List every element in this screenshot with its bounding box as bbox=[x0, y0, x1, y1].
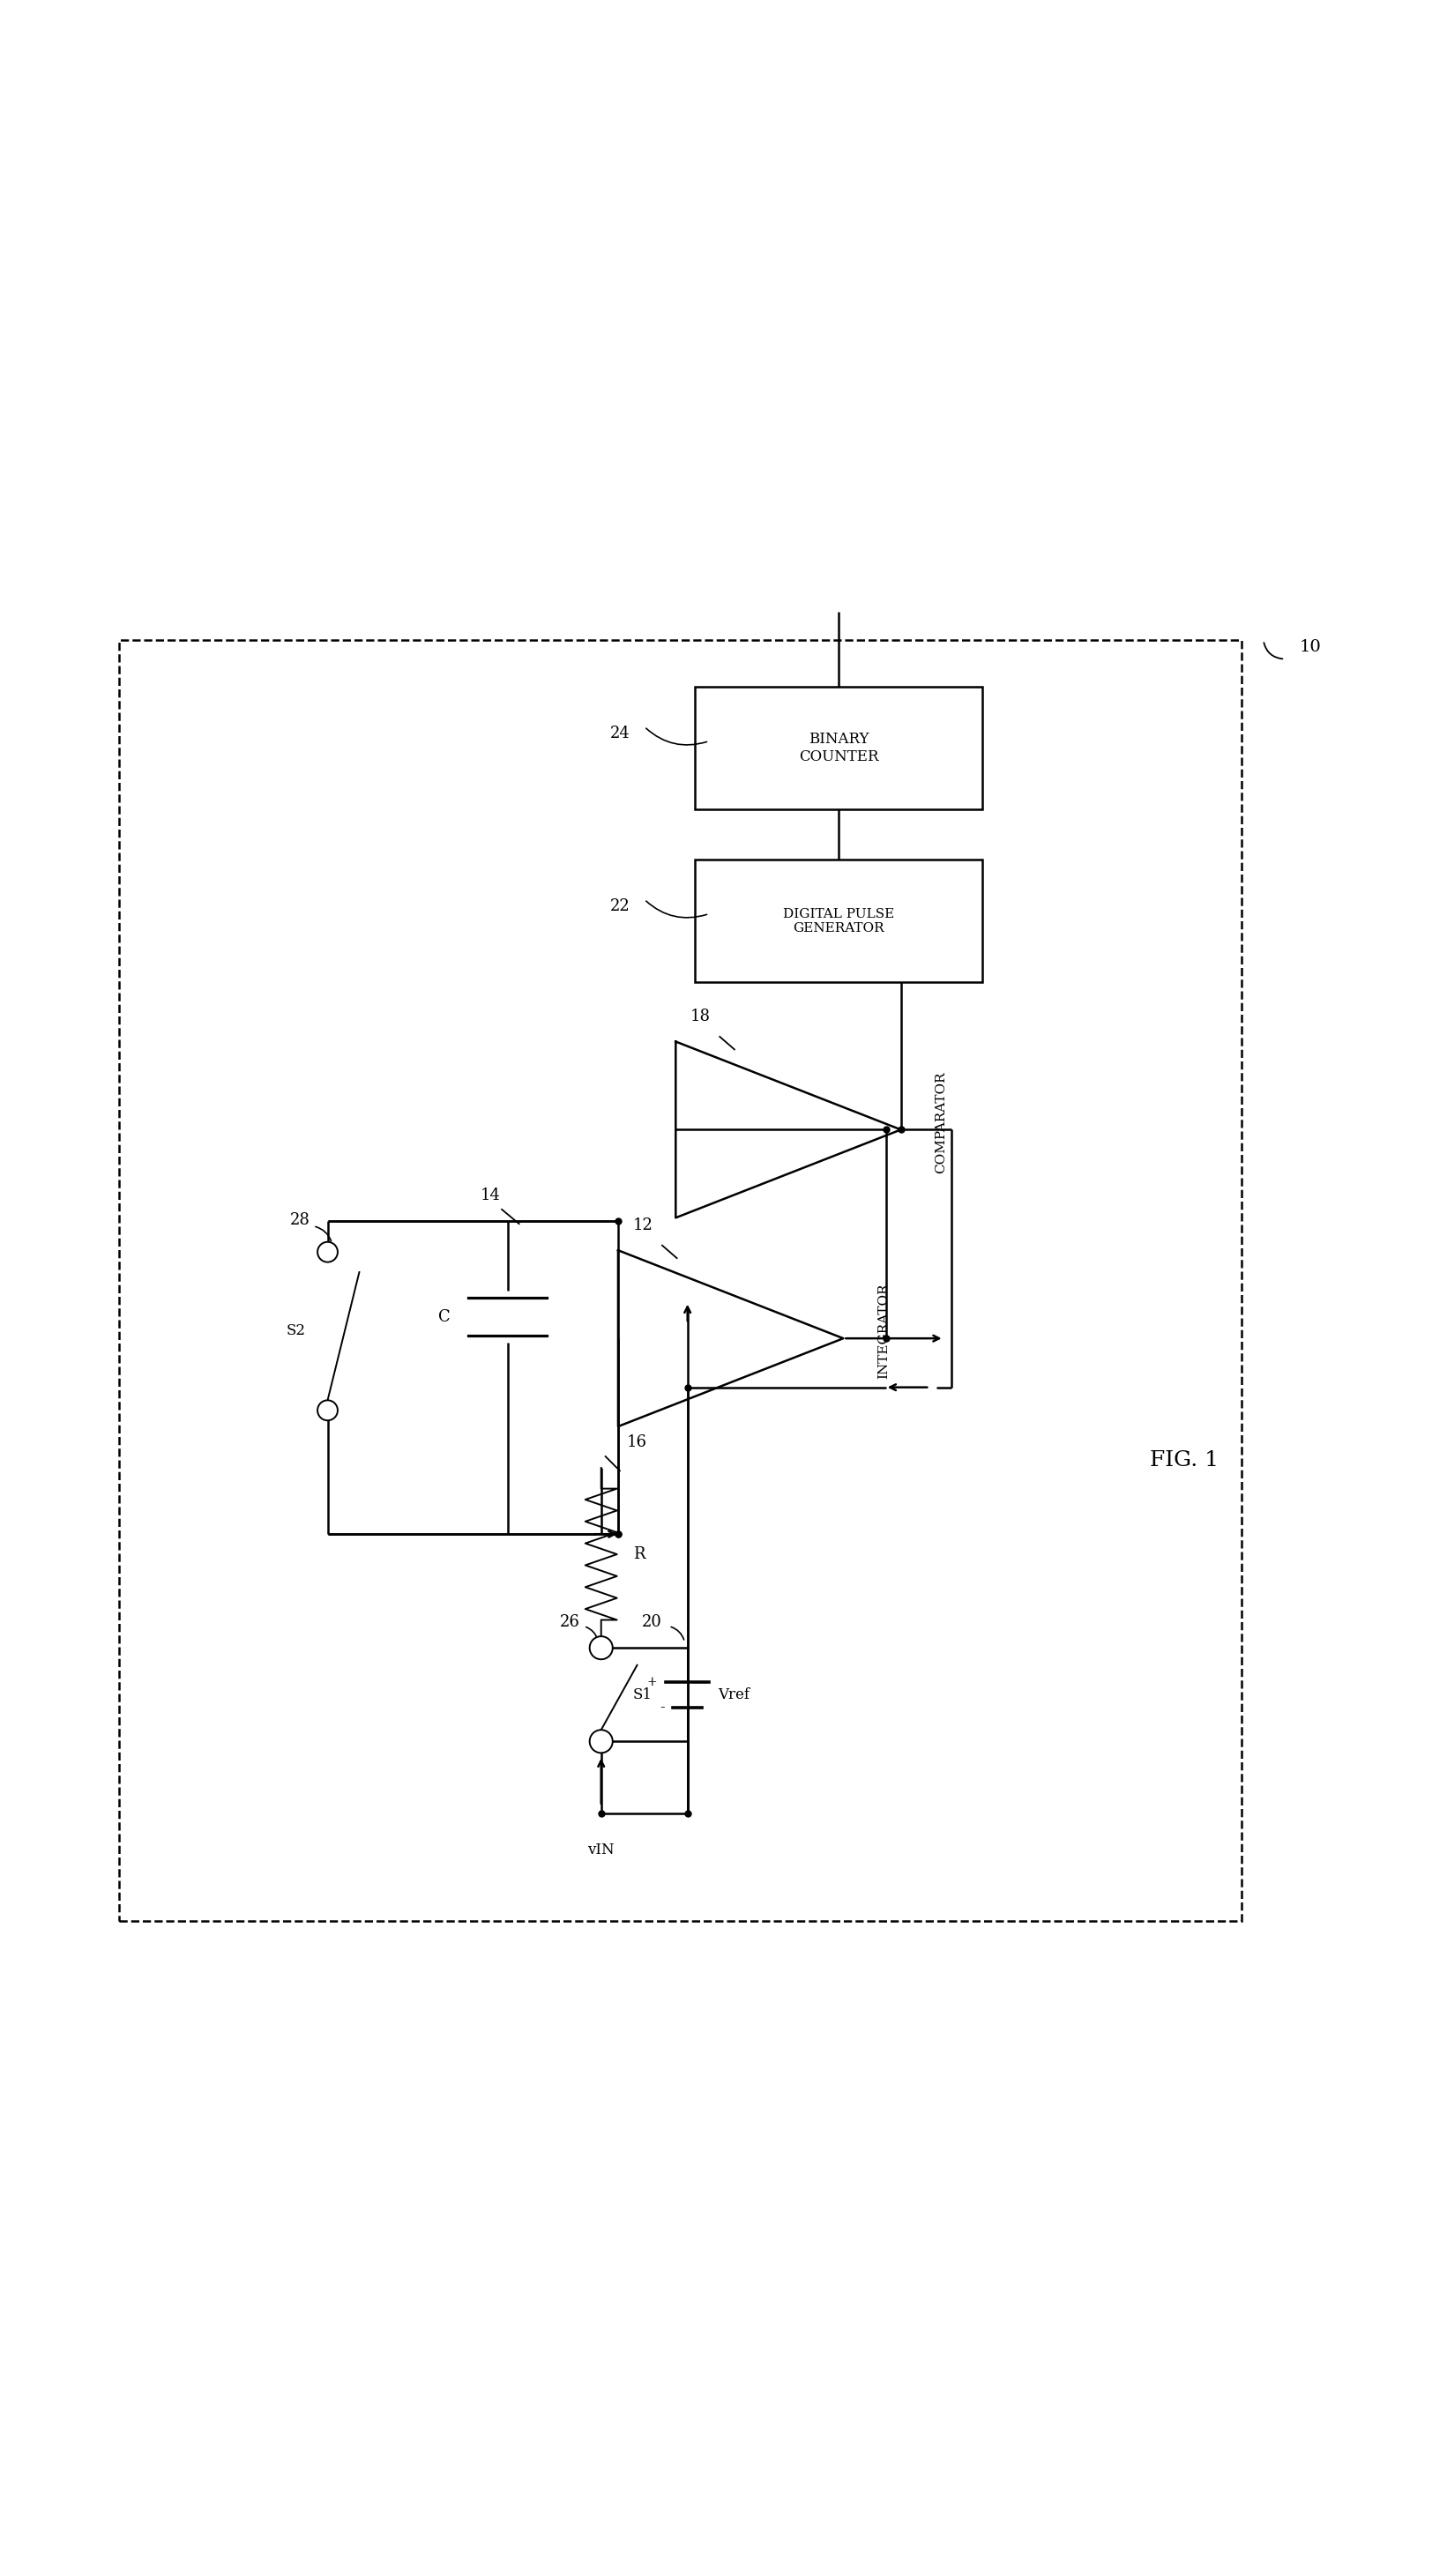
Circle shape bbox=[589, 1636, 612, 1659]
Text: C: C bbox=[438, 1309, 450, 1324]
Text: 20: 20 bbox=[641, 1615, 661, 1631]
Text: FIG. 1: FIG. 1 bbox=[1150, 1450, 1218, 1471]
Text: INTEGRATOR: INTEGRATOR bbox=[877, 1283, 890, 1378]
Bar bbox=[695, 688, 983, 809]
Text: -: - bbox=[660, 1700, 664, 1716]
Text: DIGITAL PULSE
GENERATOR: DIGITAL PULSE GENERATOR bbox=[783, 907, 894, 935]
Text: 14: 14 bbox=[480, 1188, 501, 1203]
Text: 24: 24 bbox=[609, 726, 629, 742]
Text: S2: S2 bbox=[287, 1324, 305, 1340]
Text: 28: 28 bbox=[291, 1213, 310, 1229]
Text: 26: 26 bbox=[560, 1615, 580, 1631]
Text: 16: 16 bbox=[627, 1435, 647, 1450]
Text: BINARY
COUNTER: BINARY COUNTER bbox=[799, 732, 878, 765]
Circle shape bbox=[589, 1731, 612, 1752]
Bar bbox=[695, 860, 983, 981]
Text: vIN: vIN bbox=[587, 1842, 615, 1857]
Bar bbox=[119, 641, 1242, 1922]
Text: Vref: Vref bbox=[718, 1687, 750, 1703]
Text: 18: 18 bbox=[690, 1010, 710, 1025]
Circle shape bbox=[317, 1242, 337, 1262]
Text: 10: 10 bbox=[1299, 639, 1321, 654]
Text: S1: S1 bbox=[632, 1687, 653, 1703]
Circle shape bbox=[317, 1401, 337, 1419]
Text: R: R bbox=[632, 1546, 645, 1561]
Text: 22: 22 bbox=[609, 899, 629, 914]
Text: +: + bbox=[647, 1674, 657, 1687]
Text: 12: 12 bbox=[632, 1218, 653, 1234]
Text: COMPARATOR: COMPARATOR bbox=[935, 1072, 948, 1175]
